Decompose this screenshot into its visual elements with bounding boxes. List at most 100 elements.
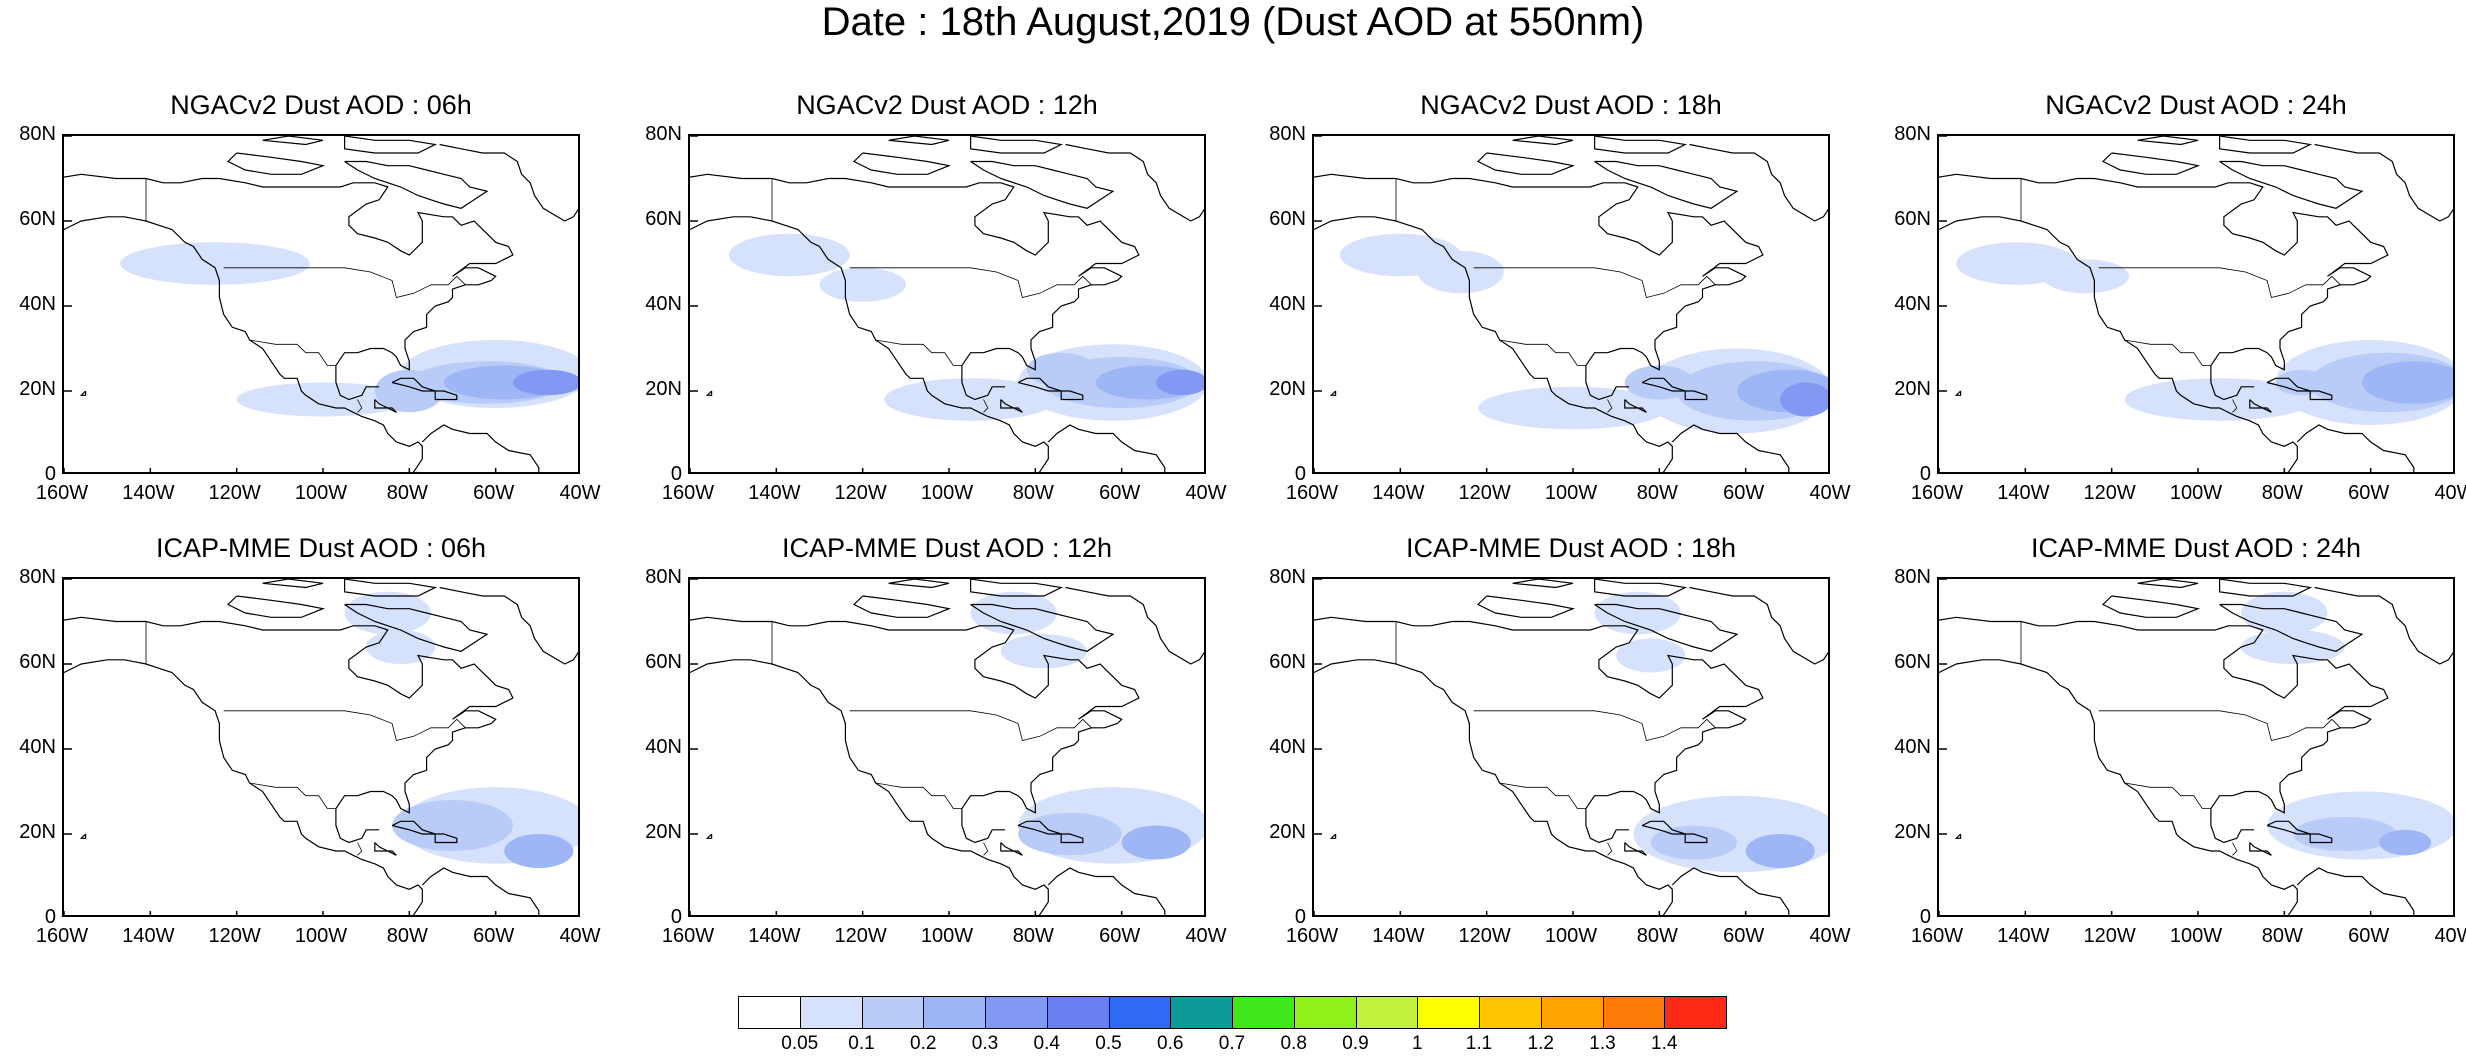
colorbar-swatch — [738, 996, 801, 1029]
coastline — [344, 160, 489, 209]
coastline — [64, 173, 514, 401]
y-tick-label: 40N — [1269, 293, 1306, 315]
y-tick-label: 20N — [645, 378, 682, 400]
x-tick-label: 80W — [1012, 925, 1054, 947]
coastline — [2314, 586, 2453, 665]
y-tick-label: 60N — [645, 651, 682, 673]
coastline — [344, 136, 438, 154]
map-panel — [688, 577, 1206, 917]
y-tick-label: 40N — [1269, 736, 1306, 758]
dust-aod-region — [120, 242, 311, 285]
panel-title: NGACv2 Dust AOD : 12h — [796, 90, 1098, 120]
country-border — [223, 267, 466, 298]
coastline — [1065, 586, 1204, 665]
country-border — [1499, 782, 1586, 809]
coastline — [1512, 136, 1574, 146]
coastline — [79, 390, 87, 396]
coastline — [970, 136, 1064, 154]
colorbar-label: 1.1 — [1465, 1033, 1493, 1054]
coastline — [2219, 603, 2364, 652]
y-tick-label: 20N — [1894, 378, 1931, 400]
panel-title: NGACv2 Dust AOD : 24h — [2045, 90, 2347, 120]
x-tick-label: 160W — [1285, 925, 1339, 947]
y-tick-label: 0 — [670, 463, 682, 485]
country-border — [249, 782, 336, 809]
dust-aod-field — [1594, 591, 1828, 873]
x-tick-label: 160W — [1285, 482, 1339, 504]
coastline — [262, 579, 324, 589]
map-panel — [62, 134, 580, 474]
y-tick-label: 40N — [19, 293, 56, 315]
y-tick-label: 40N — [1894, 736, 1931, 758]
coastline — [1594, 603, 1739, 652]
colorbar-swatch — [1664, 996, 1727, 1029]
y-tick-label: 0 — [1919, 906, 1931, 928]
x-tick-label: 120W — [834, 925, 887, 947]
coastline — [421, 867, 540, 915]
y-tick-label: 20N — [19, 821, 56, 843]
coastline — [1939, 616, 2389, 844]
country-border — [1473, 710, 1716, 741]
x-tick-label: 140W — [1372, 925, 1425, 947]
coastline — [439, 143, 578, 222]
y-tick-label: 60N — [1894, 208, 1931, 230]
map-panel — [1312, 134, 1830, 474]
coastline — [690, 216, 1049, 472]
coastline — [2101, 595, 2201, 618]
colorbar-label: 0.7 — [1218, 1033, 1246, 1054]
x-tick-label: 100W — [2169, 482, 2223, 504]
x-tick-label: 60W — [2348, 482, 2390, 504]
y-tick-label: 60N — [645, 208, 682, 230]
y-tick-label: 80N — [1269, 566, 1306, 588]
x-tick-label: 40W — [1809, 925, 1851, 947]
coastline — [1017, 820, 1062, 835]
coastline — [1954, 833, 1962, 839]
x-tick-label: 40W — [2434, 482, 2466, 504]
dust-aod-field — [120, 242, 578, 417]
panel-title: ICAP-MME Dust AOD : 06h — [155, 533, 487, 563]
x-tick-label: 140W — [122, 925, 175, 947]
y-tick-label: 80N — [19, 123, 56, 145]
colorbar-swatch — [1355, 996, 1419, 1029]
colorbar-swatch — [1293, 996, 1357, 1029]
x-tick-label: 80W — [386, 925, 428, 947]
coastline — [2249, 399, 2272, 413]
coastline — [262, 136, 324, 146]
coastline — [970, 579, 1064, 597]
panel-title: NGACv2 Dust AOD : 06h — [170, 90, 472, 120]
coastline — [970, 603, 1115, 652]
dust-aod-field — [2241, 591, 2453, 860]
colorbar-swatch — [799, 996, 863, 1029]
coastline — [1624, 842, 1647, 856]
colorbar-label: 0.9 — [1342, 1033, 1369, 1054]
x-tick-label: 80W — [2261, 925, 2303, 947]
coastline — [434, 833, 458, 844]
coastline — [1512, 579, 1574, 589]
x-tick-label: 100W — [920, 482, 974, 504]
coastline — [226, 152, 326, 175]
country-border — [1607, 399, 1613, 413]
x-tick-label: 80W — [386, 482, 428, 504]
x-tick-label: 40W — [1185, 925, 1227, 947]
coastline — [705, 833, 713, 839]
x-tick-label: 140W — [748, 482, 801, 504]
y-tick-label: 0 — [1919, 463, 1931, 485]
colorbar-swatch — [923, 996, 986, 1029]
coastline — [434, 390, 458, 401]
x-tick-label: 80W — [1012, 482, 1054, 504]
coastline — [2296, 867, 2415, 915]
coastline — [2309, 833, 2333, 844]
coastline — [374, 842, 397, 856]
map-panel — [1937, 577, 2455, 917]
coastline — [391, 820, 436, 835]
dust-aod-region — [1478, 386, 1668, 430]
colorbar-swatch — [1540, 996, 1604, 1029]
coastline — [1314, 173, 1764, 401]
country-border — [2098, 710, 2341, 741]
figure-title: Date : 18th August,2019 (Dust AOD at 550… — [821, 0, 1645, 44]
country-border — [2232, 842, 2238, 856]
coastline — [226, 595, 326, 618]
dust-aod-region — [2275, 369, 2328, 396]
coastline — [439, 586, 578, 665]
dust-aod-region — [1624, 365, 1694, 400]
